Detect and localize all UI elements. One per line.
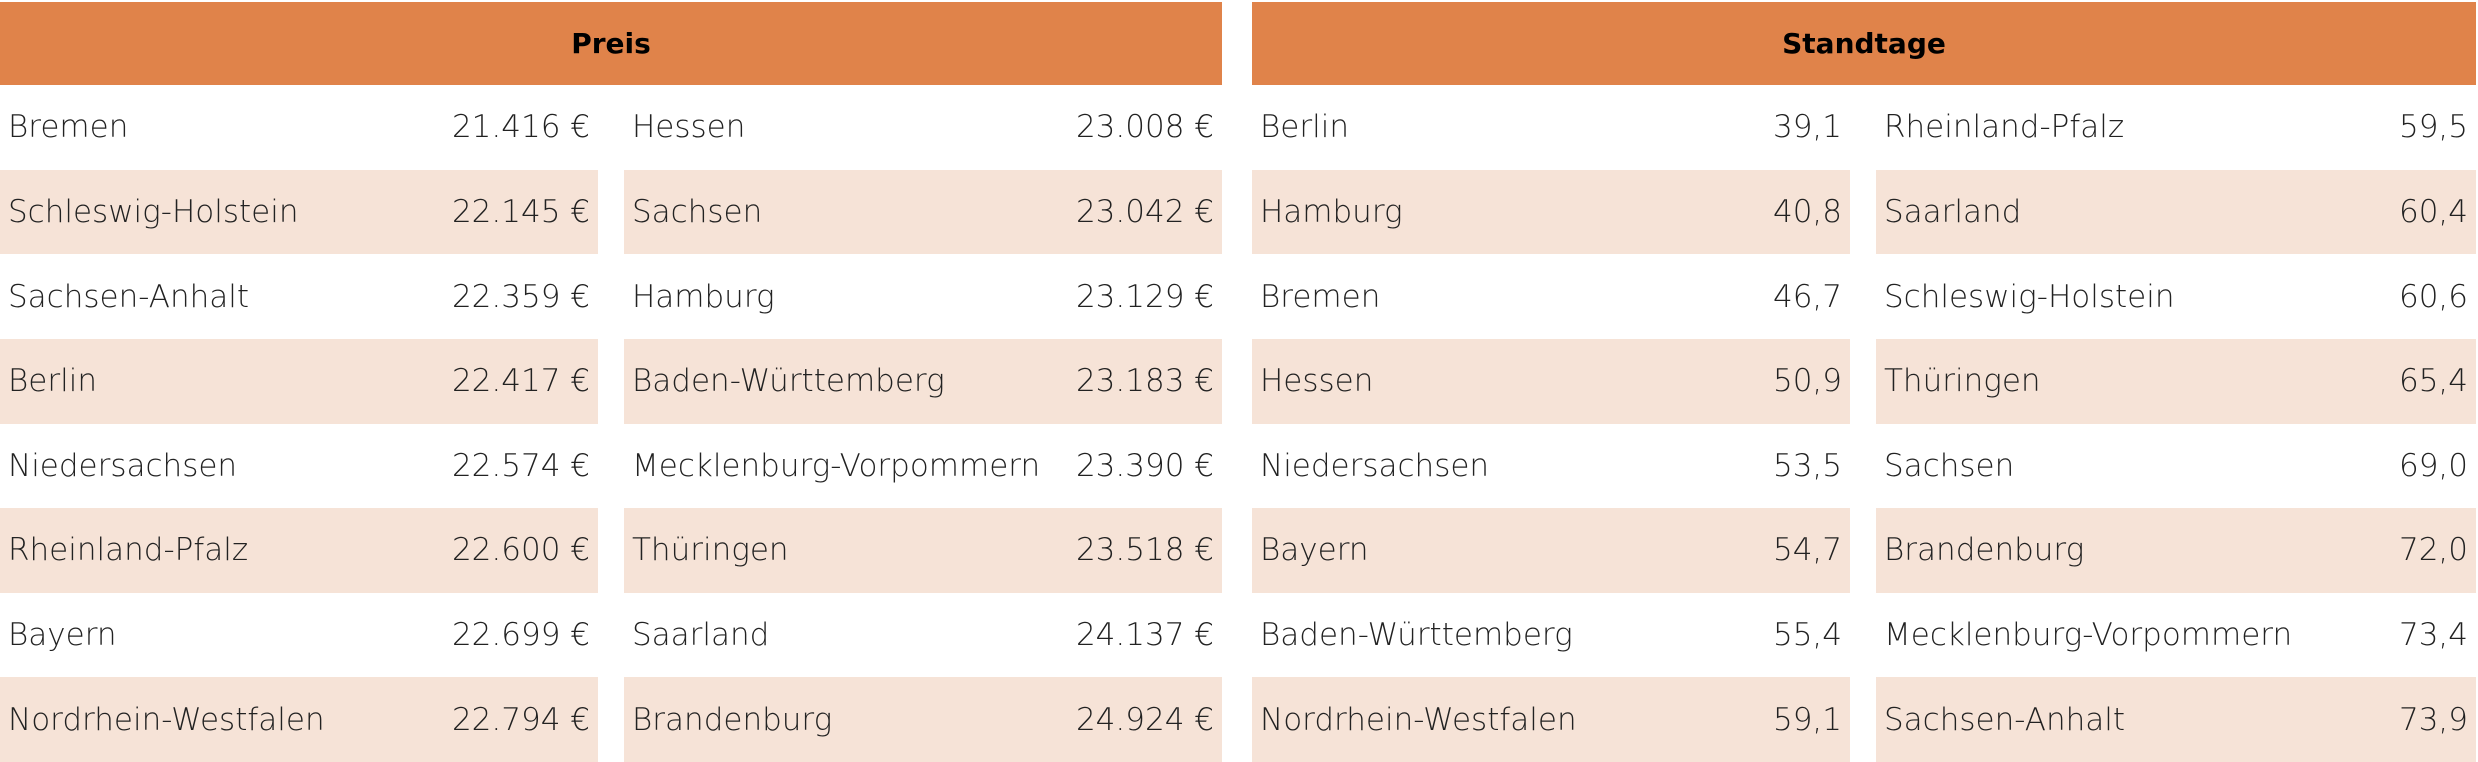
region-name: Sachsen-Anhalt [1884,701,2126,738]
panel-header: Standtage [1252,2,2476,85]
region-name: Nordrhein-Westfalen [1260,701,1577,738]
region-name: Saarland [632,617,770,654]
table-row: Bremen 21.416 € [0,85,598,170]
region-name: Brandenburg [1884,532,2085,569]
table-row: Hessen 50,9 [1252,338,1850,424]
region-value: 73,9 [2398,701,2468,738]
region-name: Bayern [1260,532,1369,569]
region-value: 73,4 [2398,617,2468,654]
table-row: Saarland 60,4 [1876,169,2476,255]
region-name: Baden-Württemberg [1260,617,1573,654]
region-name: Hamburg [1260,193,1403,230]
region-name: Nordrhein-Westfalen [8,701,325,738]
region-name: Rheinland-Pfalz [1884,109,2125,146]
region-value: 23.390 € [1075,447,1214,484]
region-value: 23.042 € [1075,193,1214,230]
region-value: 59,5 [2398,109,2468,146]
region-value: 23.518 € [1075,532,1214,569]
region-value: 21.416 € [451,109,590,146]
region-value: 69,0 [2398,447,2468,484]
table-row: Rheinland-Pfalz 59,5 [1876,85,2476,170]
region-name: Sachsen [1884,447,2015,484]
region-name: Niedersachsen [1260,447,1490,484]
region-name: Brandenburg [632,701,833,738]
table-row: Brandenburg 72,0 [1876,508,2476,593]
region-name: Rheinland-Pfalz [8,532,249,569]
region-name: Mecklenburg-Vorpommern [632,447,1041,484]
region-value: 23.183 € [1075,363,1214,400]
region-name: Bayern [8,617,117,654]
region-value: 40,8 [1772,193,1842,230]
table-row: Nordrhein-Westfalen 22.794 € [0,677,598,762]
region-name: Niedersachsen [8,447,238,484]
table-row: Berlin 39,1 [1252,85,1850,170]
table-row: Bayern 22.699 € [0,593,598,678]
panel-header: Preis [0,2,1222,85]
region-value: 72,0 [2398,532,2468,569]
table-row: Thüringen 65,4 [1876,338,2476,424]
table-row: Rheinland-Pfalz 22.600 € [0,508,598,593]
region-value: 23.129 € [1075,278,1214,315]
region-value: 46,7 [1772,278,1842,315]
table-row: Baden-Württemberg 55,4 [1252,593,1850,678]
region-value: 53,5 [1772,447,1842,484]
region-name: Saarland [1884,193,2022,230]
table-row: Schleswig-Holstein 22.145 € [0,169,598,255]
table-row: Berlin 22.417 € [0,338,598,424]
region-value: 60,4 [2398,193,2468,230]
table-row: Schleswig-Holstein 60,6 [1876,254,2476,339]
region-value: 50,9 [1772,363,1842,400]
table-row: Mecklenburg-Vorpommern 73,4 [1876,593,2476,678]
table-row: Sachsen-Anhalt 22.359 € [0,254,598,339]
table-row: Bayern 54,7 [1252,508,1850,593]
region-value: 59,1 [1772,701,1842,738]
region-name: Hessen [632,109,746,146]
table-row: Niedersachsen 53,5 [1252,424,1850,509]
region-value: 55,4 [1772,617,1842,654]
region-name: Schleswig-Holstein [1884,278,2175,315]
table-row: Saarland 24.137 € [624,593,1222,678]
table-row: Sachsen-Anhalt 73,9 [1876,677,2476,762]
region-name: Thüringen [1884,363,2041,400]
region-value: 22.359 € [451,278,590,315]
region-name: Hamburg [632,278,775,315]
table-row: Bremen 46,7 [1252,254,1850,339]
region-value: 24.924 € [1075,701,1214,738]
region-value: 39,1 [1772,109,1842,146]
table-row: Sachsen 69,0 [1876,424,2476,509]
region-value: 22.417 € [451,363,590,400]
table-row: Hamburg 23.129 € [624,254,1222,339]
region-name: Berlin [8,363,97,400]
region-value: 22.699 € [451,617,590,654]
region-name: Mecklenburg-Vorpommern [1884,617,2293,654]
region-name: Sachsen-Anhalt [8,278,250,315]
region-name: Bremen [8,109,129,146]
table-row: Hamburg 40,8 [1252,169,1850,255]
region-value: 54,7 [1772,532,1842,569]
region-name: Thüringen [632,532,789,569]
region-name: Hessen [1260,363,1374,400]
table-row: Baden-Württemberg 23.183 € [624,338,1222,424]
region-name: Sachsen [632,193,763,230]
region-value: 22.574 € [451,447,590,484]
region-value: 22.794 € [451,701,590,738]
region-name: Bremen [1260,278,1381,315]
table-row: Nordrhein-Westfalen 59,1 [1252,677,1850,762]
region-value: 23.008 € [1075,109,1214,146]
table-row: Sachsen 23.042 € [624,169,1222,255]
region-value: 24.137 € [1075,617,1214,654]
region-value: 22.600 € [451,532,590,569]
region-name: Schleswig-Holstein [8,193,299,230]
table-row: Thüringen 23.518 € [624,508,1222,593]
table-row: Niedersachsen 22.574 € [0,424,598,509]
table-row: Mecklenburg-Vorpommern 23.390 € [624,424,1222,509]
region-value: 22.145 € [451,193,590,230]
table-row: Brandenburg 24.924 € [624,677,1222,762]
region-name: Baden-Württemberg [632,363,945,400]
region-value: 65,4 [2398,363,2468,400]
table-row: Hessen 23.008 € [624,85,1222,170]
region-value: 60,6 [2398,278,2468,315]
region-name: Berlin [1260,109,1349,146]
